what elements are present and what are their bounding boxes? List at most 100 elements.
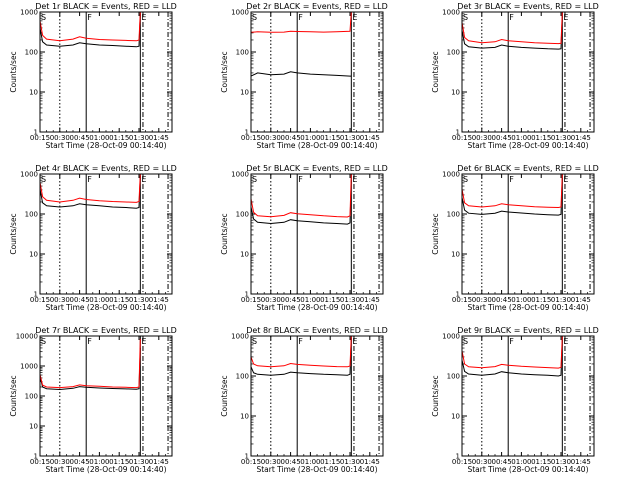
x-tick-label: 01:45 [149,134,169,142]
x-tick-label: 01:15 [109,458,129,466]
x-tick-label: 00:15 [452,296,472,304]
y-tick-label: 10 [29,89,38,97]
x-tick-label: 00:30 [50,134,70,142]
x-tick-label: 01:15 [320,296,340,304]
x-axis-label: Start Time (28-Oct-09 00:14:40) [467,141,588,150]
y-tick-label: 1000 [20,9,38,17]
marker-label: S [463,337,468,346]
x-tick-label: 00:45 [492,296,512,304]
marker-label: F [509,175,514,184]
marker-label: S [41,13,46,22]
y-tick-label: 1 [456,453,460,461]
y-tick-label: 1000 [442,9,460,17]
x-tick-label: 01:30 [340,458,360,466]
x-tick-label: 01:30 [340,134,360,142]
y-tick-label: 100 [447,49,460,57]
panel-det-6r: Det 6r BLACK = Events, RED = LLD 1 10 100 10… [431,164,599,312]
events-series-line [461,339,563,377]
x-tick-label: 00:15 [241,296,261,304]
x-tick-label: 00:30 [261,458,281,466]
plot-frame [461,11,595,133]
events-series-line [461,177,563,216]
lld-series-line [461,11,563,45]
x-axis-label: Start Time (28-Oct-09 00:14:40) [256,465,377,474]
panel-det-9r: Det 9r BLACK = Events, RED = LLD 1 10 100 10… [431,326,599,474]
x-tick-label: 01:15 [320,458,340,466]
x-tick-label: 00:15 [30,296,50,304]
x-tick-label: 01:30 [551,134,571,142]
x-axis-label: Start Time (28-Oct-09 00:14:40) [467,303,588,312]
lld-series-line [39,11,141,42]
y-tick-label: 100 [25,211,38,219]
marker-label: S [252,175,257,184]
x-tick-label: 01:45 [571,458,591,466]
x-tick-label: 01:00 [300,296,320,304]
y-axis-label: Counts/sec [220,213,229,254]
x-tick-label: 00:15 [452,134,472,142]
marker-label: F [298,337,303,346]
y-tick-label: 10 [29,423,38,431]
y-tick-label: 100 [236,49,249,57]
y-tick-label: 1000 [231,171,249,179]
marker-label: F [87,13,92,22]
y-tick-label: 10 [29,251,38,259]
x-tick-label: 01:45 [360,134,380,142]
x-tick-label: 00:30 [50,296,70,304]
marker-label: S [463,175,468,184]
y-tick-label: 1000 [442,171,460,179]
x-tick-label: 01:15 [531,134,551,142]
x-tick-label: 01:45 [360,296,380,304]
y-tick-label: 10000 [16,333,38,341]
events-series-line [461,15,563,50]
x-tick-label: 01:15 [109,296,129,304]
y-tick-label: 100 [447,373,460,381]
x-tick-label: 01:45 [149,458,169,466]
y-axis-label: Counts/sec [431,213,440,254]
y-tick-label: 1 [245,129,249,137]
y-tick-label: 100 [447,211,460,219]
panel-det-1r: Det 1r BLACK = Events, RED = LLD 1 10 100 10… [9,2,177,150]
marker-label: S [41,175,46,184]
x-tick-label: 01:45 [571,296,591,304]
marker-label: F [87,337,92,346]
x-axis-label: Start Time (28-Oct-09 00:14:40) [45,303,166,312]
y-axis-label: Counts/sec [9,51,18,92]
marker-label: S [463,13,468,22]
panel-det-3r: Det 3r BLACK = Events, RED = LLD 1 10 100 10… [431,2,599,150]
x-tick-label: 00:30 [472,458,492,466]
y-tick-label: 1 [245,291,249,299]
marker-label: F [298,175,303,184]
panel-det-4r: Det 4r BLACK = Events, RED = LLD 1 10 100 10… [9,164,177,312]
panel-title: Det 2r BLACK = Events, RED = LLD [246,2,388,11]
y-tick-label: 100 [236,373,249,381]
y-tick-label: 1000 [20,171,38,179]
events-series-line [250,180,352,225]
x-tick-label: 01:00 [89,134,109,142]
marker-label: E [141,13,146,22]
x-tick-label: 01:00 [511,296,531,304]
x-tick-label: 01:15 [531,458,551,466]
marker-label: E [563,337,568,346]
lld-series-line [39,338,141,389]
x-tick-label: 00:45 [492,458,512,466]
x-axis-label: Start Time (28-Oct-09 00:14:40) [467,465,588,474]
x-tick-label: 01:45 [571,134,591,142]
y-tick-label: 10 [451,251,460,259]
x-tick-label: 01:30 [129,296,149,304]
lld-series-line [39,173,141,203]
y-tick-label: 1 [34,129,38,137]
panel-title: Det 3r BLACK = Events, RED = LLD [457,2,599,11]
x-tick-label: 01:30 [340,296,360,304]
lld-series-line [250,11,352,33]
lld-series-line [461,173,563,209]
x-tick-label: 00:15 [452,458,472,466]
plot-frame [250,173,384,295]
y-tick-label: 100 [25,393,38,401]
panel-title: Det 8r BLACK = Events, RED = LLD [246,326,388,335]
lld-series-line [250,173,352,218]
marker-label: F [509,337,514,346]
marker-label: E [563,13,568,22]
x-tick-label: 01:30 [129,134,149,142]
y-tick-label: 1000 [20,363,38,371]
